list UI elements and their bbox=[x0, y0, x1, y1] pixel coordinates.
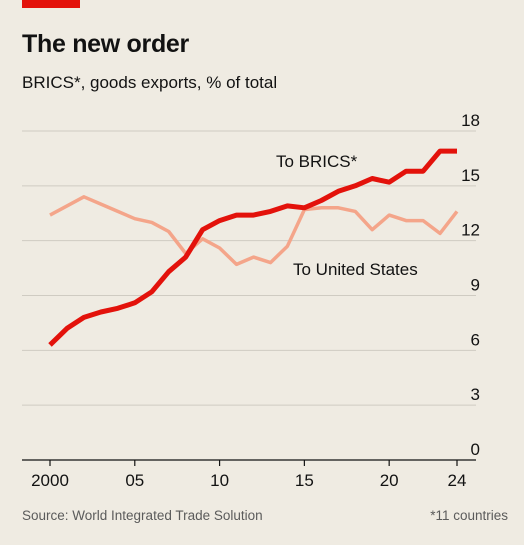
x-tick-label-2015: 15 bbox=[295, 471, 314, 490]
y-tick-label-12: 12 bbox=[461, 221, 480, 240]
brand-red-tag bbox=[22, 0, 80, 8]
series-line-brics bbox=[48, 148, 457, 347]
series-line-united-states bbox=[49, 195, 459, 267]
y-tick-label-3: 3 bbox=[471, 385, 480, 404]
y-tick-label-9: 9 bbox=[471, 276, 480, 295]
footnote: *11 countries bbox=[430, 508, 508, 523]
chart-subtitle: BRICS*, goods exports, % of total bbox=[22, 73, 278, 92]
series-label-brics: To BRICS* bbox=[276, 152, 358, 171]
y-tick-label-6: 6 bbox=[471, 330, 480, 349]
x-tick-label-2000: 2000 bbox=[31, 471, 69, 490]
x-tick-label-2024: 24 bbox=[448, 471, 467, 490]
x-tick-label-2010: 10 bbox=[210, 471, 229, 490]
series-label-united-states: To United States bbox=[293, 260, 418, 279]
y-tick-label-0: 0 bbox=[471, 440, 480, 459]
x-tick-label-2005: 05 bbox=[125, 471, 144, 490]
chart-title: The new order bbox=[22, 30, 189, 58]
y-tick-label-15: 15 bbox=[461, 166, 480, 185]
y-tick-label-18: 18 bbox=[461, 111, 480, 130]
source-note: Source: World Integrated Trade Solution bbox=[22, 508, 263, 523]
x-tick-label-2020: 20 bbox=[380, 471, 399, 490]
